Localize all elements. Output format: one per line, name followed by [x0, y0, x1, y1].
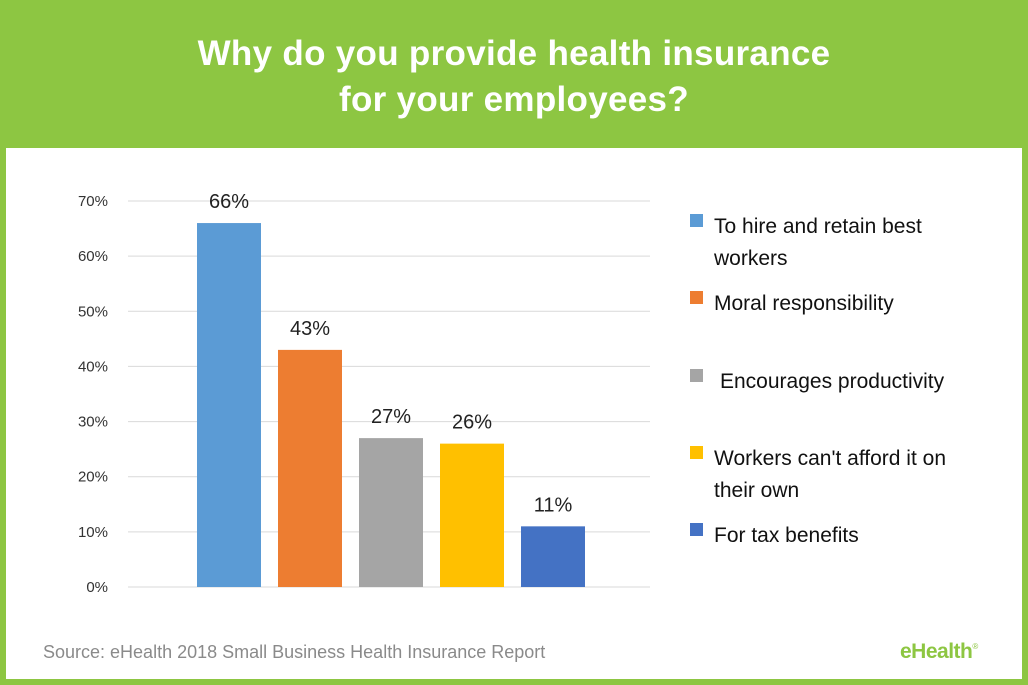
bar-2 [278, 349, 342, 587]
data-label: 66% [209, 191, 249, 213]
y-tick-label: 20% [78, 469, 108, 486]
legend-label: their own [714, 479, 799, 502]
bar-5 [521, 526, 585, 587]
legend-swatch [690, 291, 703, 304]
legend-label: workers [713, 247, 788, 270]
data-label: 11% [534, 494, 573, 516]
y-tick-label: 70% [78, 193, 108, 210]
legend-swatch [690, 446, 703, 459]
data-label: 26% [452, 412, 492, 434]
legend-swatch [690, 523, 703, 536]
y-tick-label: 50% [78, 303, 108, 320]
legend-swatch [690, 369, 703, 382]
y-tick-label: 40% [78, 358, 108, 375]
bar-4 [440, 443, 504, 587]
logo-text: eHealth [900, 640, 973, 663]
source-note: Source: eHealth 2018 Small Business Heal… [43, 642, 546, 662]
data-label: 27% [371, 406, 411, 428]
y-tick-label: 0% [86, 579, 108, 596]
legend-label: Workers can't afford it on [714, 447, 946, 470]
y-tick-label: 30% [78, 414, 108, 431]
bar-1 [197, 223, 261, 588]
legend-swatch [690, 214, 703, 227]
data-label: 43% [290, 318, 330, 340]
chart-title-line-1: Why do you provide health insurance [197, 34, 831, 73]
title-banner: Why do you provide health insurance for … [6, 6, 1022, 148]
y-tick-label: 60% [78, 248, 108, 265]
legend-label: Encourages productivity [720, 370, 945, 393]
chart-title-line-2: for your employees? [339, 80, 689, 119]
legend-label: For tax benefits [714, 524, 859, 547]
ehealth-logo: eHealth® [900, 640, 978, 664]
legend-label: To hire and retain best [714, 215, 922, 238]
legend-label: Moral responsibility [714, 292, 894, 315]
registered-mark: ® [972, 642, 978, 651]
bar-3 [359, 438, 423, 587]
y-tick-label: 10% [78, 524, 108, 541]
